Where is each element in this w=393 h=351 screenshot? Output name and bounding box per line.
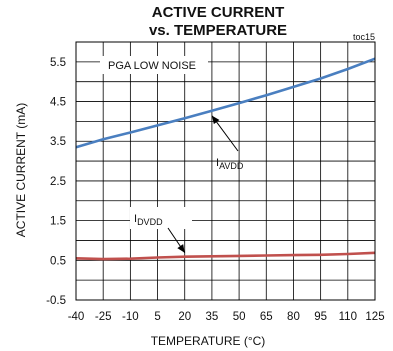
tick-labels: -40 -25 -10 5 20 35 50 65 80 95 110 125 -0.5 0.5 1.5 2.… bbox=[46, 57, 384, 323]
chart-title: ACTIVE CURRENT bbox=[152, 4, 285, 21]
pga-mode-annotation: PGA LOW NOISE bbox=[108, 60, 196, 72]
chart-subtitle: vs. TEMPERATURE bbox=[149, 22, 287, 39]
callout-arrowhead-iavdd bbox=[211, 115, 220, 125]
series-callouts: IAVDD IDVDD bbox=[130, 115, 244, 254]
callout-background-idvdd bbox=[130, 207, 192, 229]
y-tick-label: 4.5 bbox=[50, 97, 66, 109]
x-axis-label: TEMPERATURE (°C) bbox=[151, 334, 266, 348]
series-line-idvdd bbox=[75, 251, 376, 261]
series-line-iavdd bbox=[75, 57, 376, 149]
y-tick-label: -0.5 bbox=[46, 295, 66, 307]
x-tick-label: 110 bbox=[339, 311, 357, 323]
x-tick-label: -40 bbox=[68, 311, 85, 323]
x-tick-label: -10 bbox=[122, 311, 139, 323]
x-tick-label: 35 bbox=[206, 311, 219, 323]
plot-frame bbox=[75, 41, 376, 301]
x-tick-label: 65 bbox=[260, 311, 273, 323]
x-tick-label: 95 bbox=[314, 311, 327, 323]
series-label-iavdd: IAVDD bbox=[216, 157, 244, 171]
toc-tag: toc15 bbox=[353, 32, 375, 42]
series-group bbox=[75, 57, 376, 261]
annotation-background bbox=[100, 56, 208, 74]
x-tick-label: 125 bbox=[365, 311, 384, 323]
y-tick-label: 1.5 bbox=[50, 216, 66, 228]
x-tick-label: 5 bbox=[154, 311, 160, 323]
x-tick-label: 50 bbox=[233, 311, 246, 323]
y-tick-label: 2.5 bbox=[50, 176, 66, 188]
y-axis-label: ACTIVE CURRENT (mA) bbox=[14, 103, 28, 237]
x-tick-label: 80 bbox=[287, 311, 300, 323]
y-tick-label: 0.5 bbox=[50, 255, 66, 267]
y-tick-label: 5.5 bbox=[50, 57, 66, 69]
x-tick-label: 20 bbox=[178, 311, 191, 323]
grid bbox=[75, 42, 376, 301]
y-tick-label: 3.5 bbox=[50, 136, 66, 148]
x-tick-label: -25 bbox=[95, 311, 112, 323]
callout-arrowhead-idvdd bbox=[177, 244, 185, 253]
series-label-idvdd: IDVDD bbox=[134, 213, 163, 227]
